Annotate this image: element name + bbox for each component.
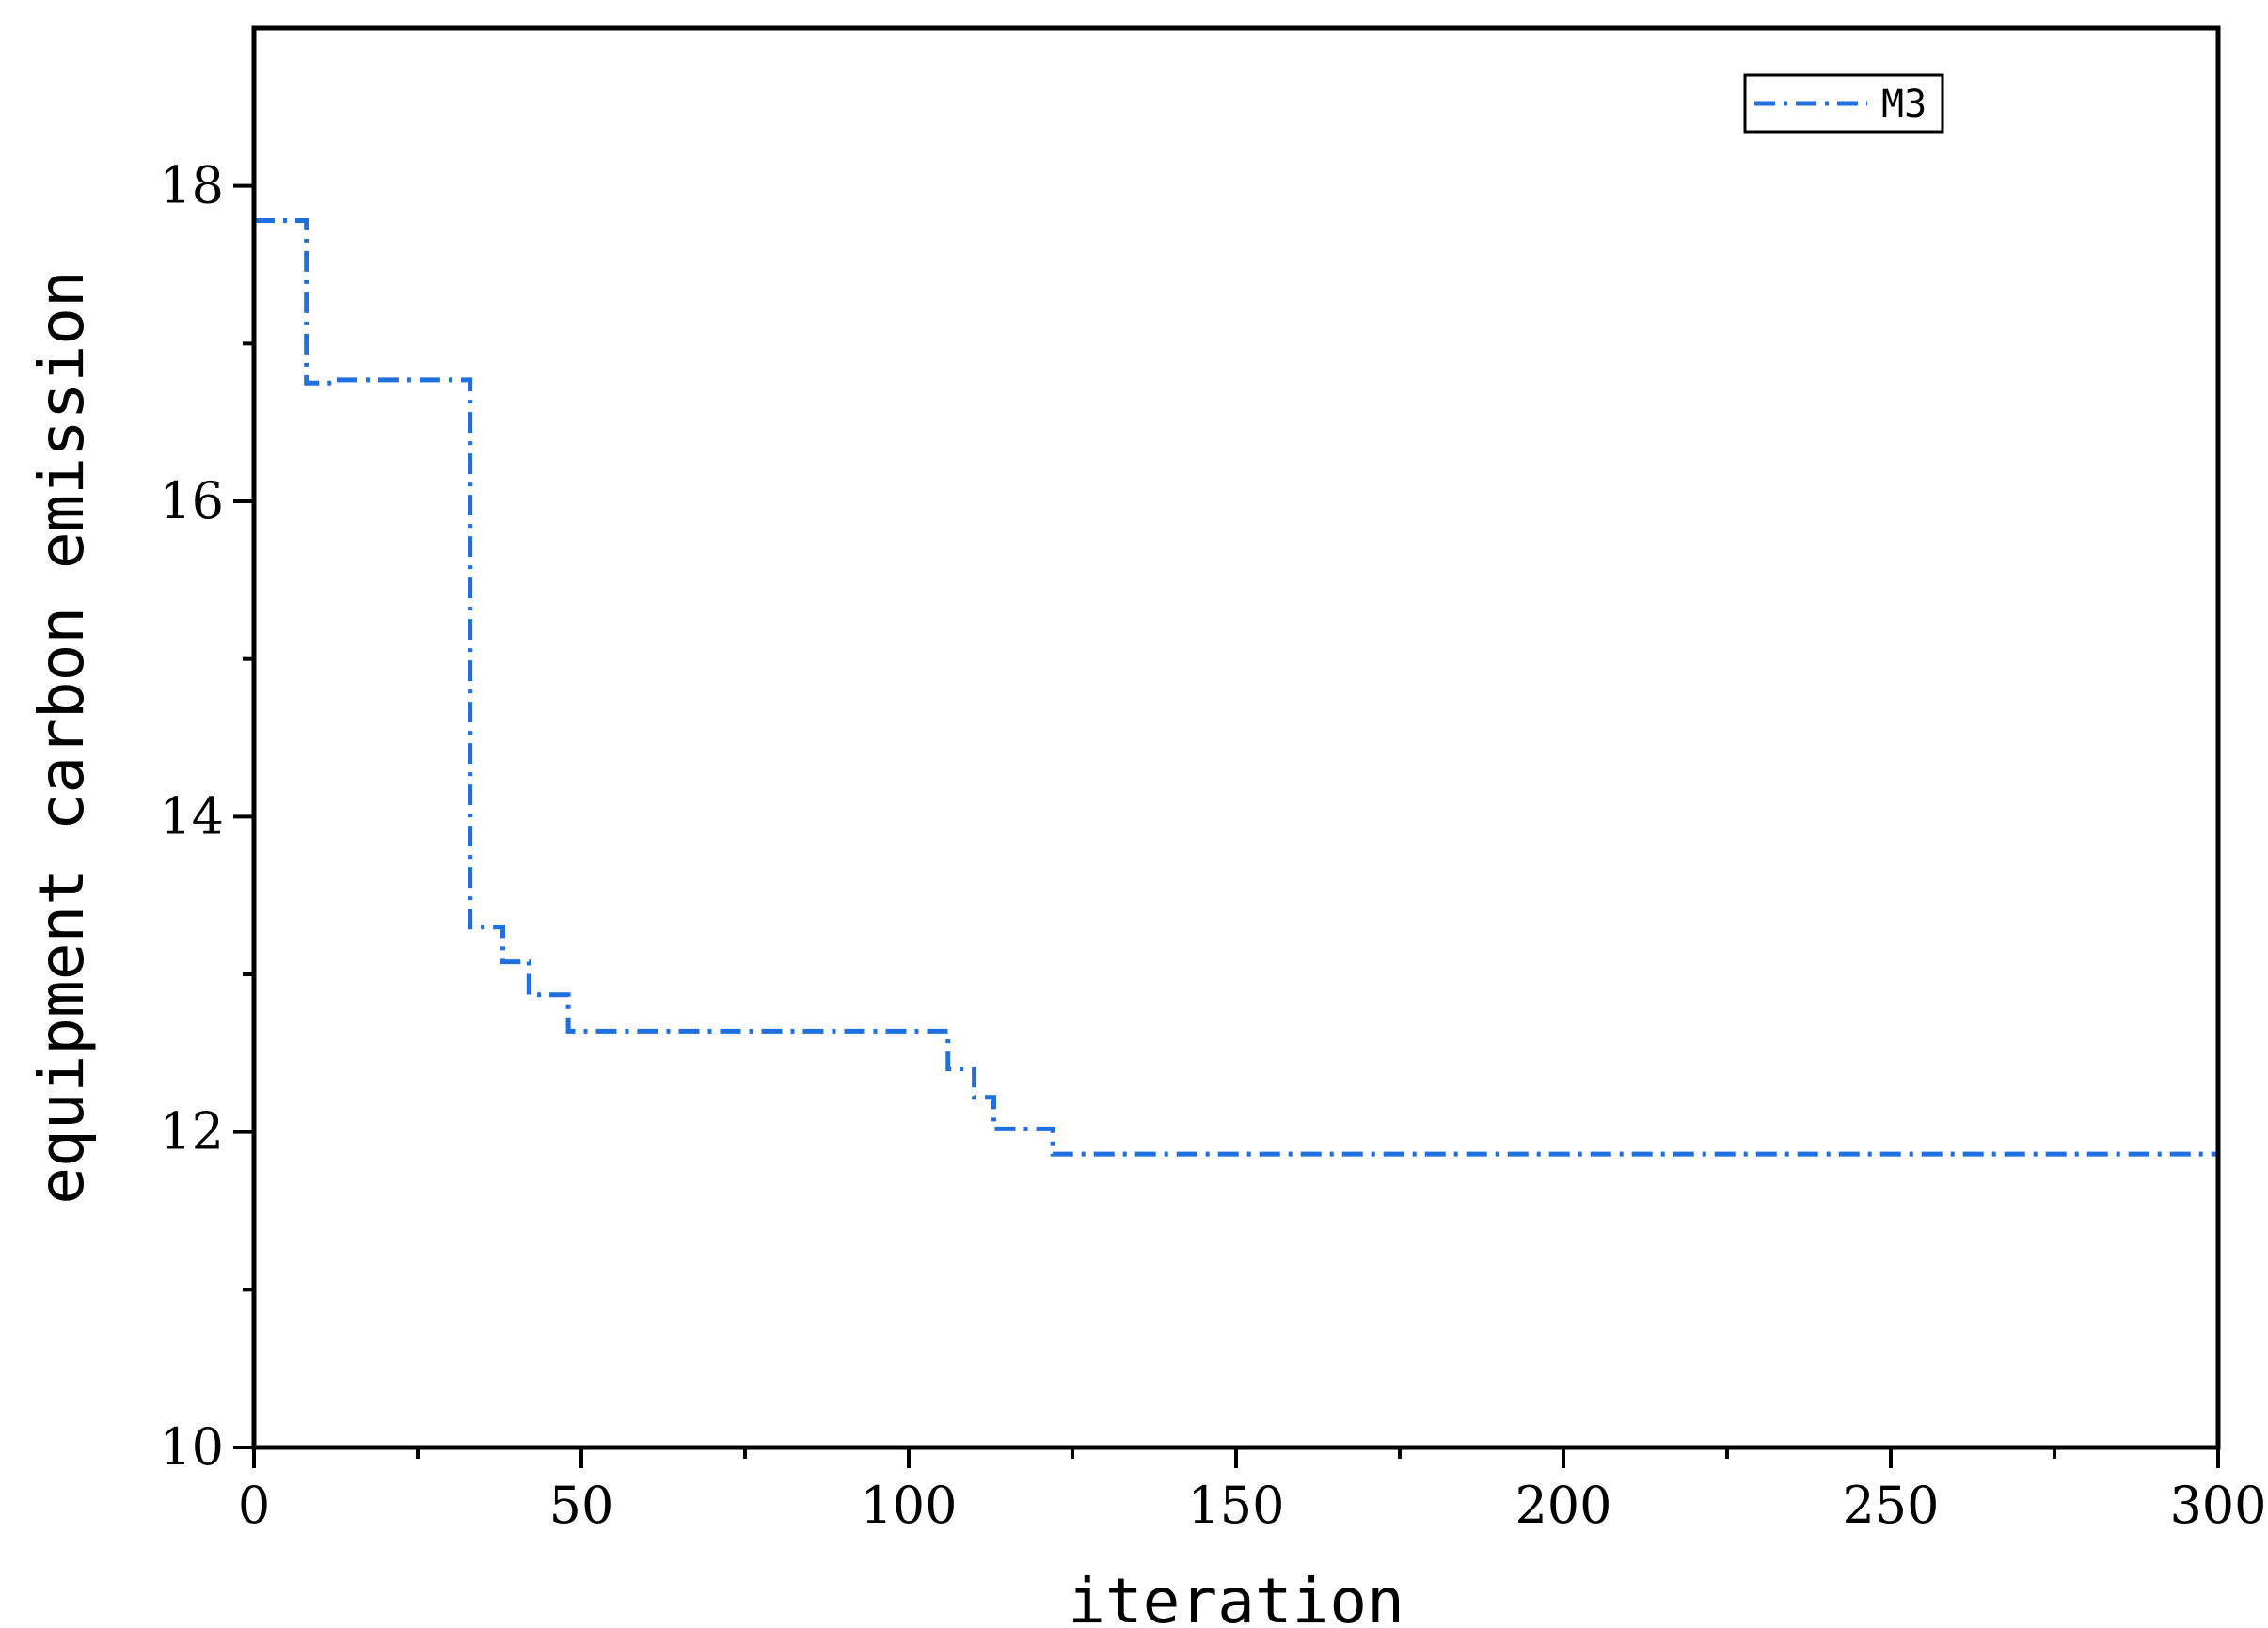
x-tick-label: 50 [549,1476,614,1535]
series-line-m3 [254,218,2221,1193]
x-axis-ticks: 0 50 100 150 200 250 300 [238,1447,2267,1535]
x-axis-label: iteration [1068,1565,1404,1628]
series-layer [254,218,2221,1193]
y-tick-label: 18 [159,156,224,215]
x-tick-label: 200 [1515,1476,1611,1535]
x-tick-label: 100 [860,1476,957,1535]
y-axis-ticks: 10 12 14 16 18 [159,156,254,1477]
y-tick-label: 12 [159,1102,224,1162]
x-tick-label: 150 [1187,1476,1284,1535]
y-tick-label: 10 [159,1417,224,1477]
x-tick-label: 0 [238,1476,270,1535]
x-tick-label: 250 [1842,1476,1939,1535]
y-tick-label: 16 [159,471,224,530]
y-tick-label: 14 [159,786,224,846]
legend-label-m3: M3 [1881,83,1927,126]
y-axis-label: equipment carbon emission [25,270,98,1204]
x-tick-label: 300 [2169,1476,2266,1535]
legend[interactable]: M3 [1743,73,1944,134]
